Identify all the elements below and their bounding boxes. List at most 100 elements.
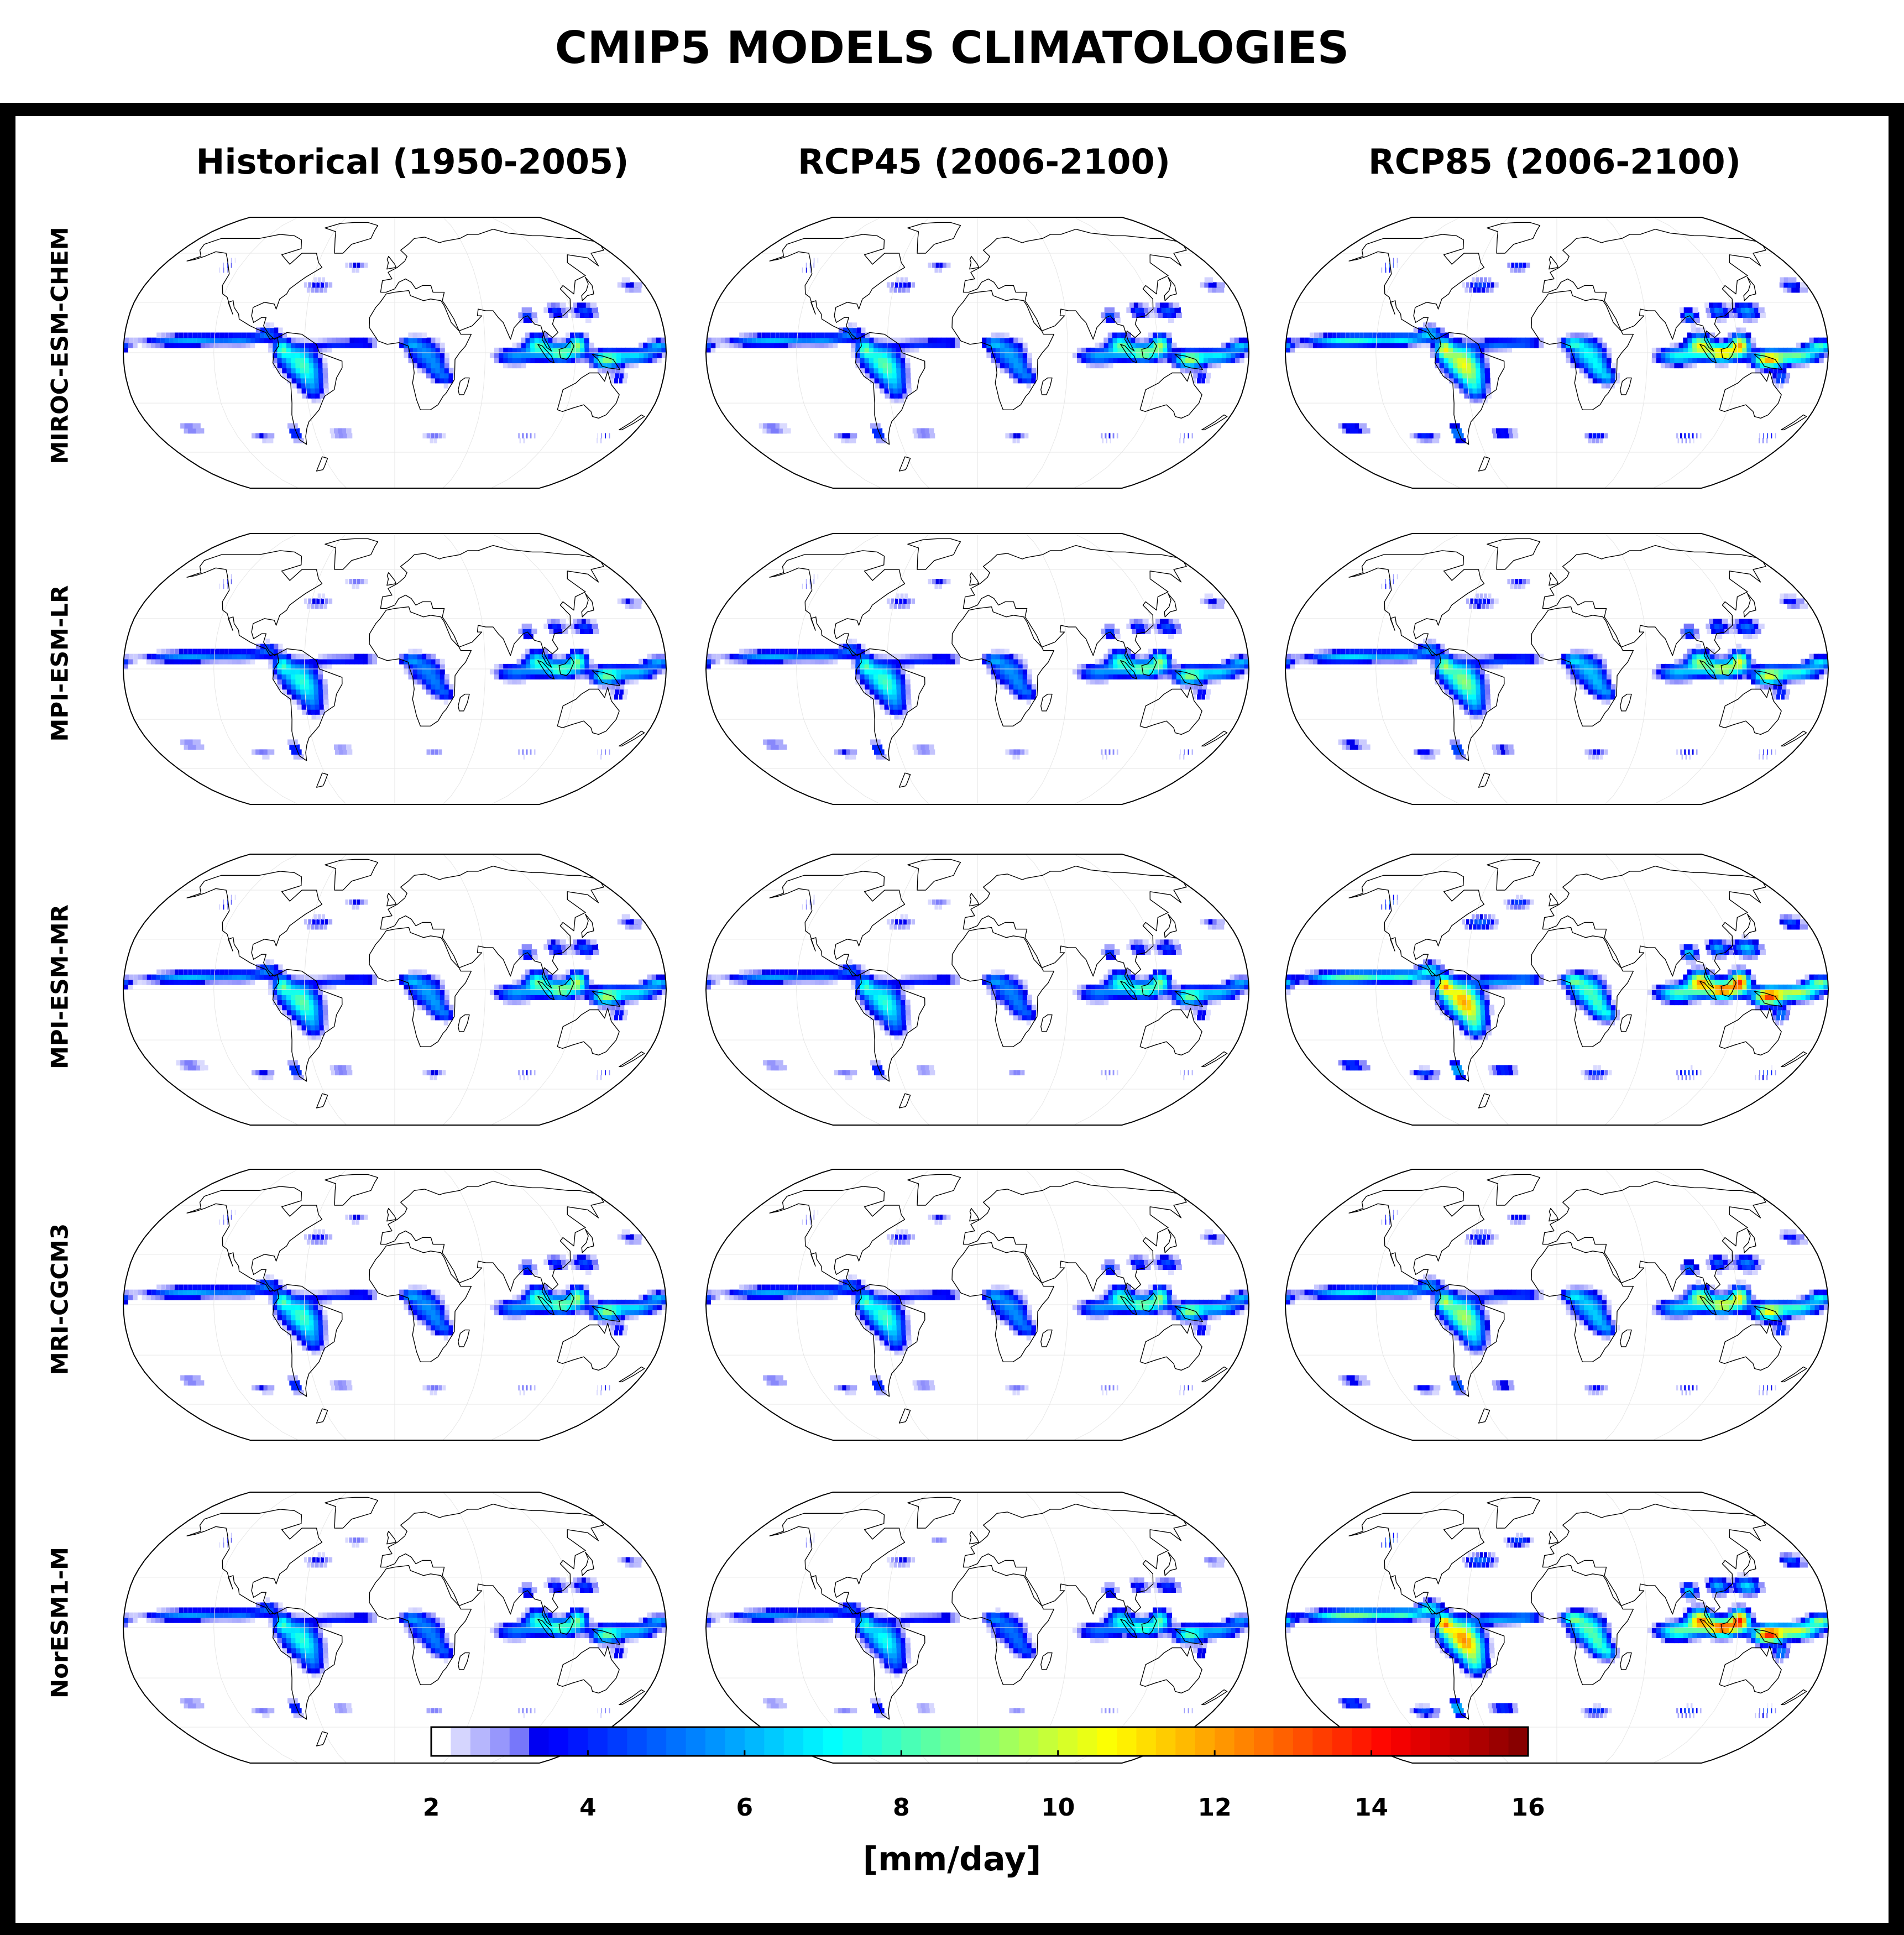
precip-cell: [567, 949, 573, 955]
precip-cell: [1809, 358, 1815, 364]
precip-cell: [1488, 277, 1492, 283]
precip-cell: [584, 663, 590, 670]
precip-cell: [1140, 658, 1145, 665]
precip-cell: [1157, 332, 1163, 338]
precip-cell: [339, 433, 345, 439]
precip-cell: [1801, 674, 1806, 680]
precip-cell: [874, 378, 880, 384]
precip-cell: [914, 347, 919, 353]
precip-cell: [1462, 337, 1467, 343]
precip-cell: [619, 378, 623, 384]
precip-cell: [277, 353, 283, 358]
precip-cell: [1314, 649, 1319, 655]
precip-cell: [802, 649, 807, 655]
precip-cell: [1431, 332, 1436, 338]
precip-cell: [1801, 363, 1806, 369]
precip-cell: [535, 979, 540, 985]
precip-cell: [232, 974, 237, 980]
precip-cell: [530, 663, 536, 670]
precip-cell: [1439, 679, 1445, 685]
precip-cell: [558, 312, 564, 318]
precip-cell: [1208, 358, 1213, 364]
precip-cell: [1154, 629, 1160, 635]
precip-cell: [1435, 358, 1440, 364]
precip-cell: [1194, 679, 1199, 685]
precip-cell: [648, 353, 653, 358]
precip-cell: [1489, 337, 1494, 343]
precip-cell: [440, 1010, 444, 1016]
precip-cell: [532, 317, 538, 323]
precip-cell: [1510, 267, 1514, 273]
precip-cell: [1152, 623, 1159, 629]
precip-cell: [259, 1070, 267, 1076]
precip-cell: [1176, 669, 1181, 674]
precip-cell: [237, 653, 242, 660]
precip-cell: [995, 363, 1001, 369]
precip-cell: [716, 337, 721, 343]
precip-cell: [905, 679, 911, 685]
precip-cell: [1679, 307, 1686, 313]
precip-cell: [995, 679, 1001, 685]
precip-cell: [639, 984, 644, 990]
precip-cell: [533, 1070, 536, 1076]
precip-cell: [1203, 363, 1208, 369]
precip-cell: [1489, 287, 1494, 293]
precip-cell: [526, 307, 532, 313]
precip-cell: [880, 704, 886, 710]
precip-cell: [1457, 347, 1462, 353]
precip-cell: [620, 347, 626, 353]
precip-cell: [250, 337, 255, 343]
precip-cell: [815, 332, 820, 338]
precip-cell: [1018, 674, 1023, 680]
land-japan: [1164, 593, 1177, 618]
land-africa: [1531, 606, 1634, 726]
precip-cell: [360, 899, 364, 905]
precip-cell: [1022, 689, 1027, 695]
precip-cell: [1502, 347, 1508, 353]
precip-cell: [891, 669, 897, 674]
precip-cell: [864, 363, 870, 369]
precip-cell: [1579, 358, 1584, 364]
precip-cell: [1471, 347, 1476, 353]
precip-cell: [404, 974, 409, 980]
precip-cell: [824, 653, 829, 660]
precip-cell: [571, 312, 577, 318]
precip-cell: [1605, 383, 1611, 389]
precip-cell: [313, 658, 318, 665]
precip-cell: [1513, 433, 1519, 439]
precip-cell: [1685, 634, 1691, 640]
precip-cell: [323, 383, 329, 389]
precip-cell: [1340, 342, 1345, 348]
precip-cell: [1009, 669, 1014, 674]
precip-cell: [792, 653, 798, 660]
precip-cell: [1004, 332, 1009, 338]
land-borneo: [1720, 657, 1736, 676]
precip-cell: [924, 428, 930, 434]
precip-cell: [1602, 353, 1607, 358]
precip-cell: [950, 337, 955, 343]
precip-cell: [342, 428, 348, 434]
precip-cell: [1774, 679, 1779, 685]
precip-cell: [1472, 378, 1477, 384]
precip-cell: [729, 658, 734, 665]
precip-cell: [1466, 674, 1472, 680]
precip-cell: [368, 653, 373, 660]
precip-cell: [559, 302, 566, 308]
precip-cell: [512, 669, 517, 674]
precip-cell: [577, 618, 584, 624]
precip-cell: [1570, 649, 1576, 655]
land-north-america: [186, 550, 323, 656]
precip-cell: [1167, 629, 1173, 635]
precip-cell: [1243, 337, 1249, 343]
precip-cell: [1424, 438, 1432, 443]
precip-cell: [281, 658, 287, 665]
precip-cell: [815, 649, 820, 655]
precip-cell: [357, 263, 360, 268]
precip-cell: [218, 979, 224, 985]
precip-cell: [906, 287, 910, 293]
precip-cell: [1243, 653, 1249, 660]
precip-cell: [1135, 342, 1141, 348]
precip-cell: [1455, 438, 1462, 443]
precip-cell: [606, 679, 612, 685]
precip-cell: [1796, 679, 1801, 685]
